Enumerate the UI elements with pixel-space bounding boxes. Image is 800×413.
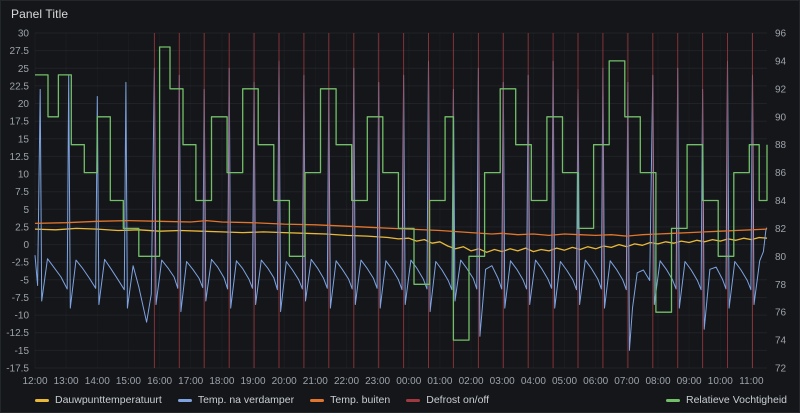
- x-axis-tick-label: 06:00: [583, 376, 608, 387]
- y-axis-left-tick-label: 22.5: [10, 81, 30, 92]
- y-axis-right-tick-label: 96: [775, 29, 787, 40]
- legend-left-group: Dauwpunttemperatuurt Temp. na verdamper …: [35, 394, 489, 406]
- y-axis-left-tick-label: -10: [15, 311, 30, 322]
- x-axis-tick-label: 23:00: [365, 376, 390, 387]
- x-axis-tick-label: 22:00: [334, 376, 359, 387]
- series-line-left: [34, 219, 768, 237]
- series-color-swatch: [406, 398, 421, 402]
- x-axis-tick-label: 03:00: [490, 376, 515, 387]
- y-axis-left-tick-label: 7.5: [15, 187, 29, 198]
- series-color-swatch: [310, 398, 325, 402]
- y-axis-left-tick-label: 30: [18, 29, 30, 40]
- x-axis-tick-label: 00:00: [396, 376, 421, 387]
- y-axis-right-tick-label: 88: [775, 140, 787, 151]
- y-axis-left-tick-label: 15: [18, 134, 30, 145]
- y-axis-left-tick-label: -2.5: [12, 258, 30, 269]
- legend-item-temp-na-verdamper[interactable]: Temp. na verdamper: [177, 394, 295, 406]
- y-axis-right-tick-label: 72: [775, 364, 787, 375]
- legend-label[interactable]: Temp. buiten: [330, 394, 391, 406]
- x-axis-tick-label: 11:00: [739, 376, 764, 387]
- y-axis-right-tick-label: 86: [775, 168, 787, 179]
- legend-label[interactable]: Temp. na verdamper: [197, 394, 295, 406]
- x-axis-tick-label: 04:00: [521, 376, 546, 387]
- legend-item-relatieve-vochtigheid[interactable]: Relatieve Vochtigheid: [666, 394, 787, 406]
- x-axis-tick-label: 16:00: [147, 376, 172, 387]
- legend-right-group: Relatieve Vochtigheid: [666, 394, 787, 406]
- x-axis-tick-label: 19:00: [240, 376, 265, 387]
- y-axis-left-tick-label: -5: [20, 275, 29, 286]
- legend-label[interactable]: Dauwpunttemperatuurt: [55, 394, 162, 406]
- x-axis-tick-label: 13:00: [54, 376, 79, 387]
- series-color-swatch: [35, 398, 49, 402]
- time-series-chart[interactable]: 30 27.5 25 22.5 20 17.5 15 12.5 10 7.5 5 2.5 0 -2.5 -5…: [1, 23, 800, 395]
- x-axis-tick-label: 20:00: [272, 376, 297, 387]
- legend-item-dauwpunttemperatuurt[interactable]: Dauwpunttemperatuurt: [35, 394, 162, 406]
- x-axis-tick-label: 17:00: [178, 376, 203, 387]
- y-axis-right-tick-label: 74: [775, 336, 787, 347]
- x-axis-tick-label: 07:00: [614, 376, 639, 387]
- y-axis-right-tick-label: 82: [775, 224, 787, 235]
- y-axis-right-tick-label: 92: [775, 84, 787, 95]
- x-axis-tick-label: 08:00: [645, 376, 670, 387]
- y-axis-right-tick-label: 78: [775, 280, 787, 291]
- y-axis-left-tick-label: -17.5: [6, 364, 29, 375]
- y-axis-left-tick-label: -15: [15, 346, 30, 357]
- y-axis-left-tick-label: 20: [18, 99, 30, 110]
- y-axis-left-tick-label: 5: [23, 205, 29, 216]
- series-line-left: [34, 60, 768, 351]
- x-axis-tick-label: 05:00: [552, 376, 577, 387]
- y-axis-left-tick-label: 2.5: [15, 222, 29, 233]
- series-color-swatch: [177, 398, 192, 402]
- y-axis-left-tick-label: 10: [18, 170, 30, 181]
- series-color-swatch: [666, 398, 680, 402]
- y-axis-right-tick-label: 90: [775, 112, 787, 123]
- x-axis-tick-label: 18:00: [209, 376, 234, 387]
- legend-label[interactable]: Relatieve Vochtigheid: [686, 394, 787, 406]
- legend-label[interactable]: Defrost on/off: [426, 394, 490, 406]
- x-axis-tick-label: 01:00: [427, 376, 452, 387]
- y-axis-left-tick-label: 17.5: [10, 117, 30, 128]
- legend-item-temp-buiten[interactable]: Temp. buiten: [310, 394, 390, 406]
- panel-title[interactable]: Panel Title: [11, 7, 69, 21]
- x-axis-tick-label: 15:00: [116, 376, 141, 387]
- legend-item-defrost-on-off[interactable]: Defrost on/off: [406, 394, 489, 406]
- y-axis-right-tick-label: 94: [775, 56, 787, 67]
- y-axis-left-tick-label: -7.5: [12, 293, 30, 304]
- y-axis-left-tick-label: 0: [23, 240, 29, 251]
- y-axis-left-tick-label: -12.5: [6, 328, 29, 339]
- x-axis-tick-label: 02:00: [459, 376, 484, 387]
- series-line-right: [35, 46, 768, 341]
- panel-header[interactable]: Panel Title: [1, 1, 799, 25]
- y-axis-right-tick-label: 76: [775, 308, 787, 319]
- x-axis-tick-label: 12:00: [22, 376, 47, 387]
- series-line-left: [34, 227, 768, 253]
- y-axis-left-tick-label: 27.5: [10, 46, 30, 57]
- y-axis-right-tick-label: 84: [775, 196, 787, 207]
- x-axis-tick-label: 21:00: [303, 376, 328, 387]
- y-axis-left-tick-label: 25: [18, 64, 30, 75]
- legend: Dauwpunttemperatuurt Temp. na verdamper …: [35, 391, 787, 409]
- x-axis-tick-label: 10:00: [708, 376, 733, 387]
- y-axis-right-tick-label: 80: [775, 252, 787, 263]
- x-axis-tick-label: 14:00: [85, 376, 110, 387]
- y-axis-left-tick-label: 12.5: [10, 152, 30, 163]
- x-axis-tick-label: 09:00: [677, 376, 702, 387]
